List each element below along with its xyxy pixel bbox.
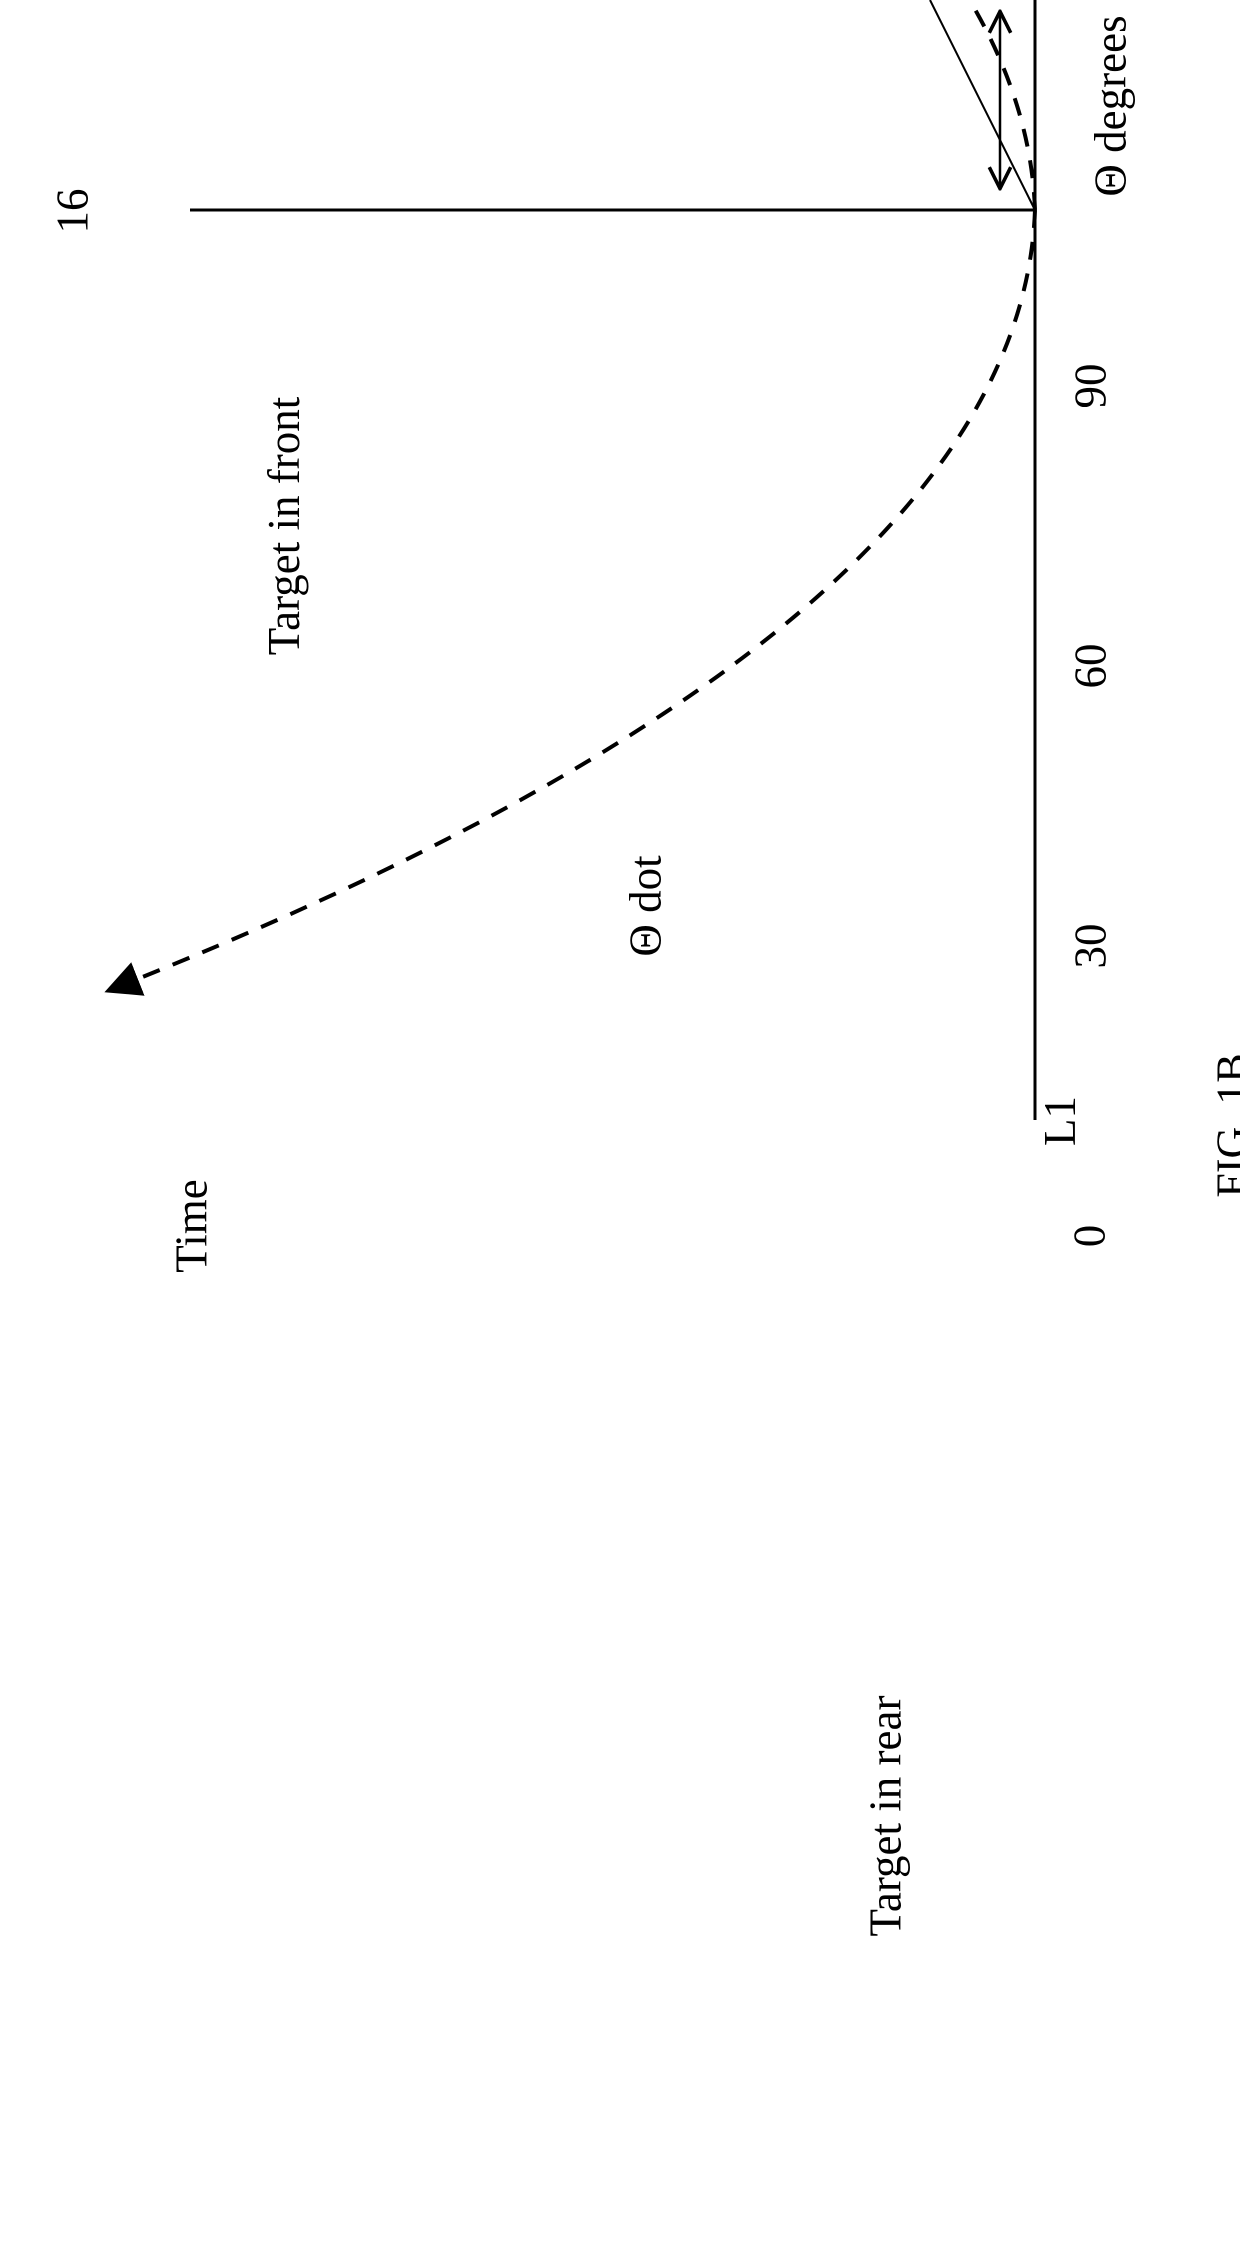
figure-caption: FIG. 1B — [1207, 1053, 1240, 1197]
tangent-l1 — [930, 0, 1035, 210]
tick-label-60: 60 — [1065, 644, 1117, 689]
tick-label-30: 30 — [1065, 924, 1117, 969]
tick-label-0: 0 — [1063, 1225, 1115, 1248]
curve-right — [90, 0, 1035, 210]
region-rear-label: Target in rear — [859, 1696, 911, 1937]
callout-16: 16 — [47, 189, 99, 234]
figure-1b: Time Θ dot L1 0 30 60 90 Θ degrees Targe… — [0, 0, 1240, 2254]
plot-svg — [0, 0, 1240, 1240]
curve-left — [110, 210, 1035, 990]
y-axis-label: Time — [166, 1179, 218, 1272]
tick-label-90: 90 — [1065, 364, 1117, 409]
region-front-label: Target in front — [258, 397, 310, 655]
l1-label: L1 — [1034, 1096, 1086, 1146]
x-axis-label: Θ degrees — [1085, 15, 1137, 196]
theta-dot-label: Θ dot — [620, 855, 672, 956]
